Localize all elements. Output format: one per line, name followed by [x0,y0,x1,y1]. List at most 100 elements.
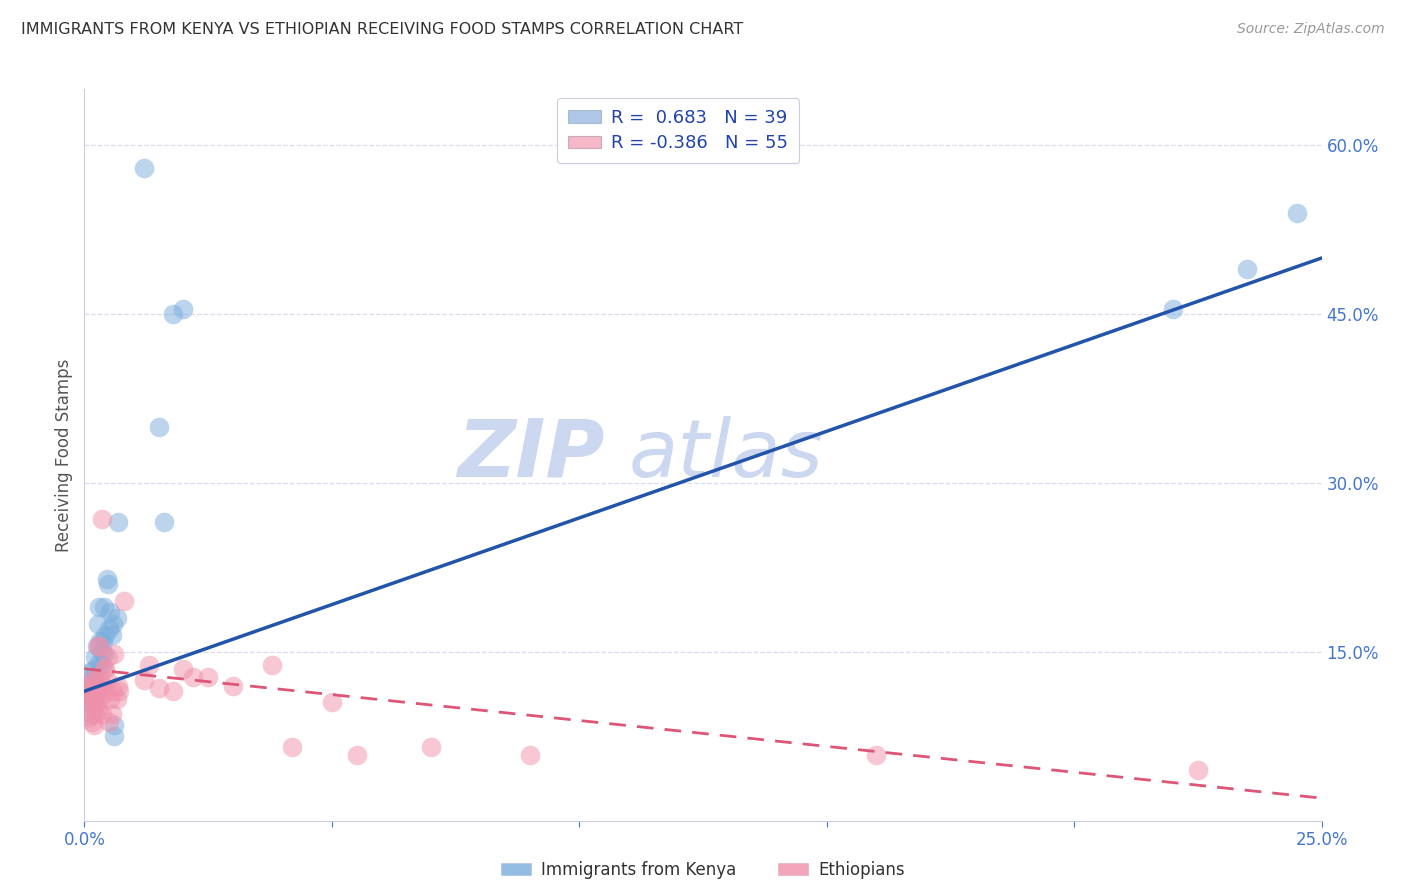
Point [107,679,129,693]
Point [97,577,120,591]
Point [83,681,105,695]
Point [89,673,111,687]
Legend: Immigrants from Kenya, Ethiopians: Immigrants from Kenya, Ethiopians [495,855,911,886]
Point [865,748,887,763]
Point [94,628,117,642]
Point [91,679,114,693]
Point [97,650,120,665]
Point [108,684,131,698]
Point [84,673,107,687]
Point [346,748,368,763]
Point [86,639,108,653]
Point [90,658,112,673]
Point [98,606,121,620]
Point [80,684,103,698]
Point [93,647,115,661]
Point [162,307,184,321]
Point [93,662,115,676]
Text: Source: ZipAtlas.com: Source: ZipAtlas.com [1237,22,1385,37]
Point [90,645,112,659]
Point [132,161,155,175]
Point [96,673,118,687]
Point [83,662,105,676]
Point [98,714,121,729]
Point [519,748,541,763]
Point [87,616,110,631]
Point [89,633,111,648]
Point [132,673,155,687]
Point [84,706,107,721]
Point [1285,206,1308,220]
Point [98,692,121,706]
Point [83,718,105,732]
Point [79,679,101,693]
Point [419,740,441,755]
Point [80,706,103,721]
Point [89,692,111,706]
Point [89,681,111,695]
Point [86,679,108,693]
Point [148,681,170,695]
Point [103,647,125,661]
Text: IMMIGRANTS FROM KENYA VS ETHIOPIAN RECEIVING FOOD STAMPS CORRELATION CHART: IMMIGRANTS FROM KENYA VS ETHIOPIAN RECEI… [21,22,744,37]
Point [77,690,100,704]
Point [105,692,128,706]
Point [222,679,245,693]
Point [105,611,128,625]
Point [1236,262,1258,277]
Point [87,701,110,715]
Point [83,692,105,706]
Point [79,696,101,710]
Point [89,639,111,653]
Point [93,684,115,698]
Point [80,714,103,729]
Point [1187,763,1209,777]
Point [281,740,304,755]
Point [79,665,101,679]
Point [197,670,219,684]
Point [321,696,343,710]
Point [90,512,112,526]
Text: ZIP: ZIP [457,416,605,494]
Point [89,599,111,614]
Point [86,684,108,698]
Point [98,623,121,637]
Point [112,594,135,608]
Point [100,706,122,721]
Point [79,684,101,698]
Point [96,572,118,586]
Point [79,710,101,724]
Point [91,633,114,648]
Point [86,696,108,710]
Point [1161,301,1184,316]
Point [103,729,125,743]
Point [82,703,104,717]
Point [181,670,204,684]
Point [162,684,184,698]
Point [262,658,284,673]
Point [172,301,194,316]
Point [101,684,124,698]
Point [172,662,194,676]
Point [152,516,174,530]
Point [138,658,160,673]
Point [100,628,122,642]
Point [76,681,98,695]
Point [77,681,100,695]
Point [90,706,112,721]
Point [89,656,111,670]
Point [80,673,103,687]
Point [84,650,107,665]
Point [148,419,170,434]
Point [93,599,115,614]
Point [107,516,129,530]
Point [103,718,125,732]
Text: atlas: atlas [628,416,824,494]
Point [94,662,117,676]
Point [101,616,124,631]
Point [82,692,104,706]
Y-axis label: Receiving Food Stamps: Receiving Food Stamps [55,359,73,551]
Point [87,639,110,653]
Point [79,696,101,710]
Point [82,670,104,684]
